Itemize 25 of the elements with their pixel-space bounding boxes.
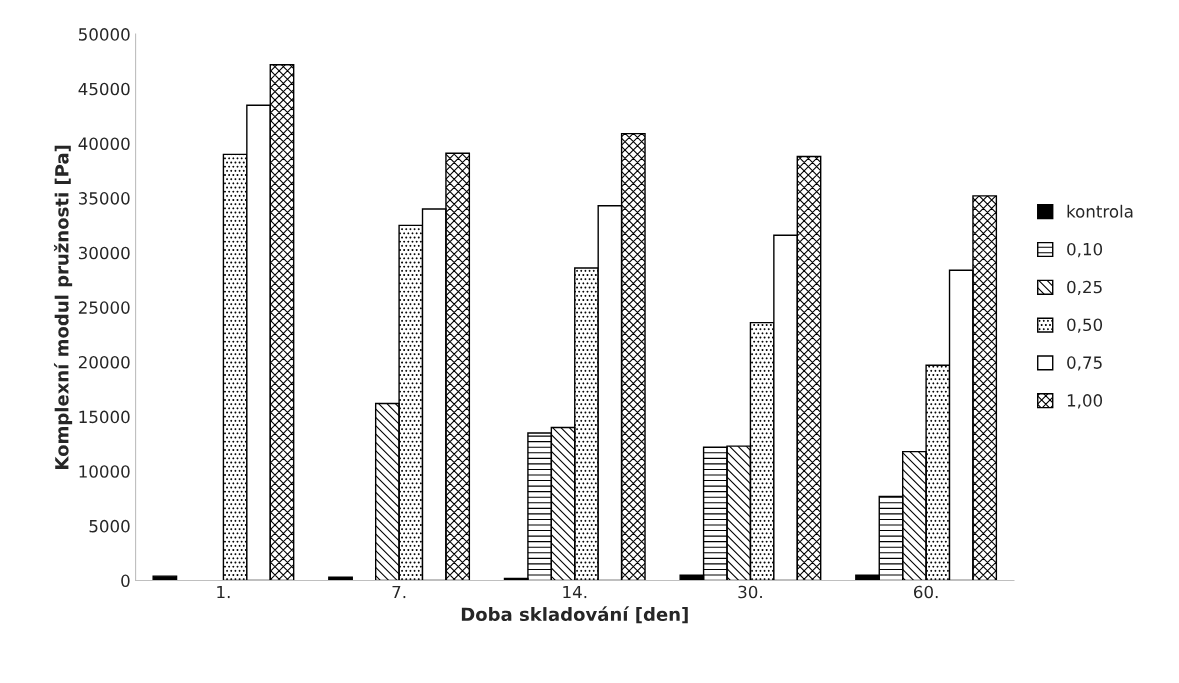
x-tick-label: 30. — [738, 585, 762, 599]
legend-label: 0,75 — [1067, 356, 1102, 371]
y-tick-label: 20000 — [78, 355, 130, 369]
x-tick-label: 1. — [217, 585, 230, 599]
y-tick-label: 15000 — [79, 410, 130, 424]
y-tick-label: 35000 — [78, 192, 130, 205]
legend-label: 1,00 — [1067, 394, 1103, 409]
legend-label: kontrola — [1067, 204, 1133, 218]
legend-label: 0,10 — [1067, 242, 1103, 258]
y-tick-label: 50000 — [78, 28, 130, 41]
x-tick-label: 60. — [914, 585, 938, 599]
legend-label: 0,50 — [1067, 318, 1103, 333]
y-tick-label: 10000 — [79, 465, 130, 478]
y-tick-label: 45000 — [78, 82, 130, 96]
bar — [152, 575, 178, 581]
x-tick-label: 7. — [392, 585, 406, 599]
legend-label: 0,25 — [1067, 280, 1102, 295]
y-tick-label: 40000 — [78, 137, 130, 150]
y-axis-title: Komplexní modul pružnosti [Pa] — [53, 145, 73, 469]
y-tick-label: 0 — [121, 574, 130, 588]
y-tick-label: 25000 — [78, 301, 130, 314]
y-tick-label: 30000 — [78, 246, 130, 260]
y-tick-label: 5000 — [89, 519, 130, 533]
x-tick-label: 14. — [563, 585, 587, 599]
x-axis-title: Doba skladování [den] — [461, 606, 688, 624]
